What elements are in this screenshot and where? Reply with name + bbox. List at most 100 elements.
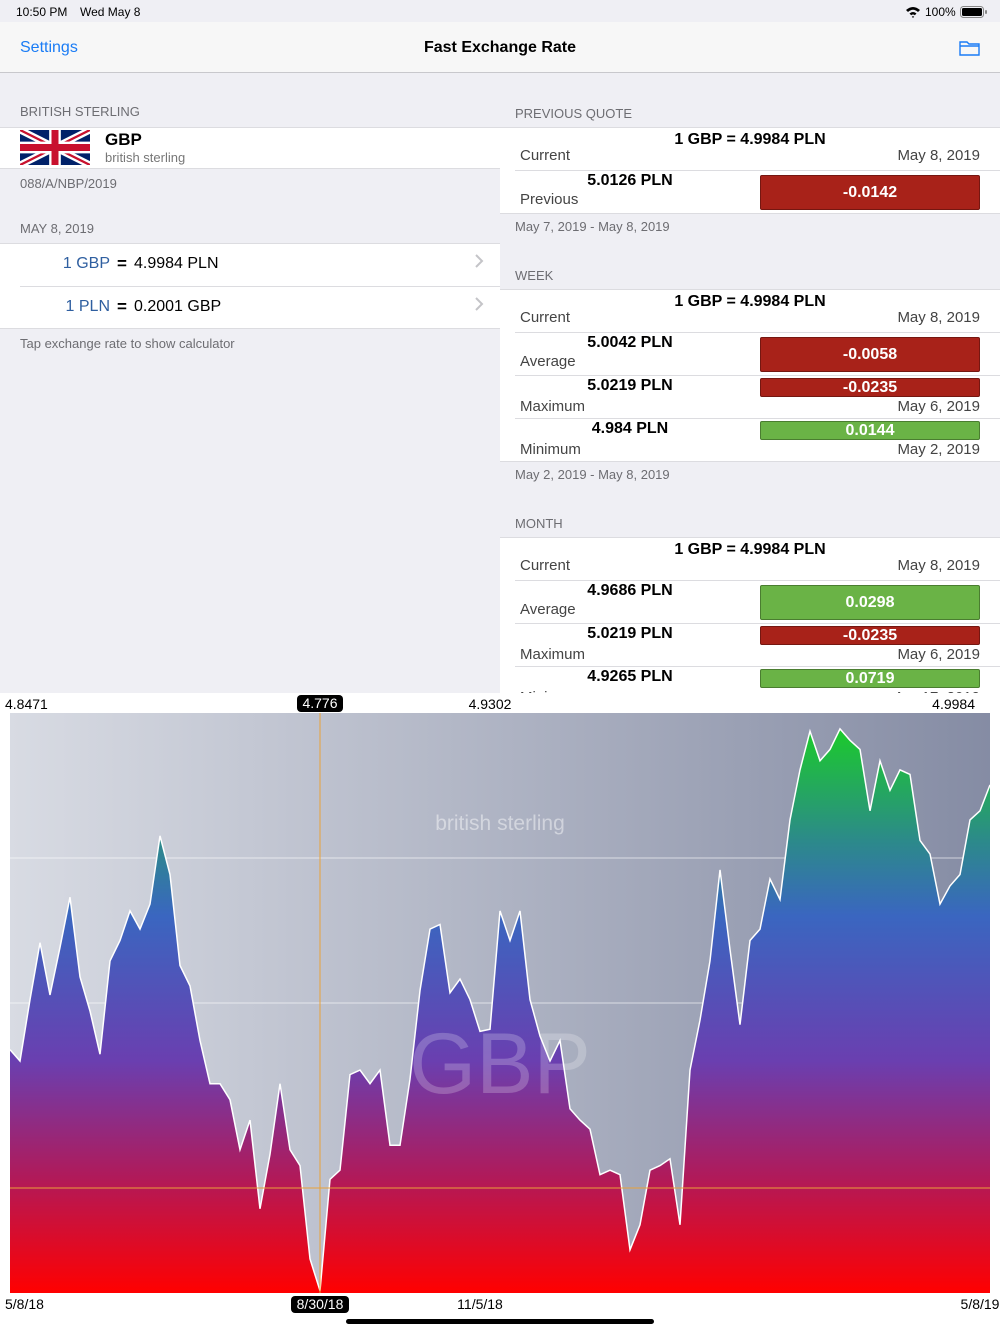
watermark-code: GBP: [409, 1016, 591, 1112]
rate-equals: =: [117, 297, 127, 316]
section-title: MONTH: [515, 516, 563, 531]
status-time: 10:50 PM: [16, 5, 68, 19]
change-badge: -0.0058: [760, 337, 980, 372]
quote-label: Minimum: [520, 688, 581, 693]
battery-level: 100%: [925, 5, 956, 19]
rate-from: 1 PLN: [65, 298, 110, 315]
change-badge: -0.0235: [760, 626, 980, 645]
watermark-name: british sterling: [435, 812, 565, 835]
cursor-value-pill: [297, 695, 343, 712]
current-rate: 1 GBP = 4.9984 PLN: [674, 541, 826, 558]
nav-title: Fast Exchange Rate: [423, 39, 577, 56]
top-label: 4.9984: [932, 696, 975, 712]
top-label: 4.8471: [5, 696, 48, 712]
table-id: 088/A/NBP/2019: [20, 176, 117, 191]
chevron[interactable]: [474, 296, 484, 318]
cursor-date-pill: [291, 1296, 349, 1313]
top-panel: 10:50 PM Wed May 8 100% Settings Fast Ex…: [0, 0, 1000, 693]
chart: british sterling GBP 4.8471 4.9302 4.9984 4.7…: [5, 695, 1000, 1324]
section-title: PREVIOUS QUOTE: [515, 106, 633, 121]
x-tick-label: 5/8/18: [5, 1296, 44, 1312]
quote-label: Average: [520, 353, 576, 370]
quote-value: 4.9265 PLN: [587, 668, 673, 685]
rate-to: 0.2001 GBP: [134, 298, 222, 315]
quote-value: 5.0219 PLN: [587, 377, 673, 394]
current-row: 1 GBP = 4.9984 PLN Current May 8, 2019: [500, 290, 1000, 332]
quote-row: 5.0219 PLN Maximum May 6, 2019 -0.0235: [500, 623, 1000, 666]
change-badge: 0.0298: [760, 585, 980, 620]
change-badge: 0.0719: [760, 669, 980, 688]
chevron[interactable]: [474, 253, 484, 275]
quote-row: 5.0126 PLN Previous -0.0142: [500, 170, 1000, 213]
currency-name: british sterling: [105, 150, 186, 165]
current-date: May 8, 2019: [897, 147, 980, 164]
settings-button[interactable]: Settings: [20, 39, 78, 56]
quote-date: May 2, 2019: [897, 441, 980, 458]
wifi-icon: [906, 7, 920, 18]
flag-icon: [20, 130, 90, 165]
quote-row: 5.0219 PLN Maximum May 6, 2019 -0.0235: [500, 375, 1000, 418]
quote-date: May 6, 2019: [897, 398, 980, 415]
area: [10, 728, 990, 1293]
quote-label: Maximum: [520, 646, 586, 663]
quote-value: 4.9686 PLN: [587, 582, 673, 599]
quote-box: 1 GBP = 4.9984 PLN Current May 8, 2019 5.01…: [500, 127, 1000, 214]
quote-box: 1 GBP = 4.9984 PLN Current May 8, 2019 5.00…: [500, 289, 1000, 462]
quote-label: Previous: [520, 191, 579, 208]
folder-button[interactable]: [959, 39, 981, 57]
section-header: WEEK: [500, 244, 1000, 289]
quote-box: 1 GBP = 4.9984 PLN Current May 8, 2019 4.96…: [500, 537, 1000, 693]
current-label: Current: [520, 309, 571, 326]
rate-equals: =: [117, 254, 127, 273]
section-header: MAY 8, 2019: [20, 221, 94, 236]
change-badge: -0.0142: [760, 175, 980, 210]
section-header: BRITISH STERLING: [20, 104, 140, 119]
quote-row: 5.0042 PLN Average -0.0058: [500, 332, 1000, 375]
cursor-value: 4.776: [302, 695, 337, 711]
change-badge: -0.0235: [760, 378, 980, 397]
chevron-icon: [475, 297, 484, 311]
separator: [20, 286, 500, 287]
quote-value: 5.0042 PLN: [587, 334, 673, 351]
nav-bar: [0, 22, 1000, 73]
chevron-icon: [475, 254, 484, 268]
x-tick-label: 8/30/18: [297, 1296, 344, 1312]
quote-label: Maximum: [520, 398, 586, 415]
line: [9, 727, 991, 1291]
top-label: 4.9302: [469, 696, 512, 712]
current-date: May 8, 2019: [897, 309, 980, 326]
current-label: Current: [520, 147, 571, 164]
change-badge: 0.0144: [760, 421, 980, 440]
range-footer: May 2, 2019 - May 8, 2019: [500, 462, 1000, 492]
range-text: May 2, 2019 - May 8, 2019: [515, 467, 670, 482]
quote-value: 4.984 PLN: [591, 420, 669, 437]
section-header: MONTH: [500, 492, 1000, 537]
x-tick-label: 11/5/18: [457, 1296, 503, 1312]
battery-icon: [960, 6, 987, 18]
quote-date: Apr 17, 2019: [894, 688, 980, 693]
current-date: May 8, 2019: [897, 557, 980, 574]
range-footer: May 7, 2019 - May 8, 2019: [500, 214, 1000, 244]
quote-label: Minimum: [520, 441, 581, 458]
quote-label: Average: [520, 601, 576, 618]
quote-value: 5.0219 PLN: [587, 625, 673, 642]
home-indicator: [346, 1319, 654, 1324]
quote-value: 5.0126 PLN: [587, 172, 673, 189]
quote-date: May 6, 2019: [897, 646, 980, 663]
currency-code: GBP: [105, 130, 142, 149]
current-label: Current: [520, 557, 571, 574]
current-rate: 1 GBP = 4.9984 PLN: [674, 131, 826, 148]
quote-row: 4.9686 PLN Average 0.0298: [500, 580, 1000, 623]
status-date: Wed May 8: [80, 5, 141, 19]
x-tick-label: 5/8/19: [961, 1296, 1000, 1312]
current-row: 1 GBP = 4.9984 PLN Current May 8, 2019: [500, 538, 1000, 580]
quote-panels: PREVIOUS QUOTE 1 GBP = 4.9984 PLN Current M…: [500, 72, 1000, 693]
section-header: PREVIOUS QUOTE: [500, 72, 1000, 127]
current-row: 1 GBP = 4.9984 PLN Current May 8, 2019: [500, 128, 1000, 170]
current-rate: 1 GBP = 4.9984 PLN: [674, 293, 826, 310]
rate-from: 1 GBP: [62, 255, 110, 272]
range-text: May 7, 2019 - May 8, 2019: [515, 219, 670, 234]
quote-row: 4.984 PLN Minimum May 2, 2019 0.0144: [500, 418, 1000, 461]
